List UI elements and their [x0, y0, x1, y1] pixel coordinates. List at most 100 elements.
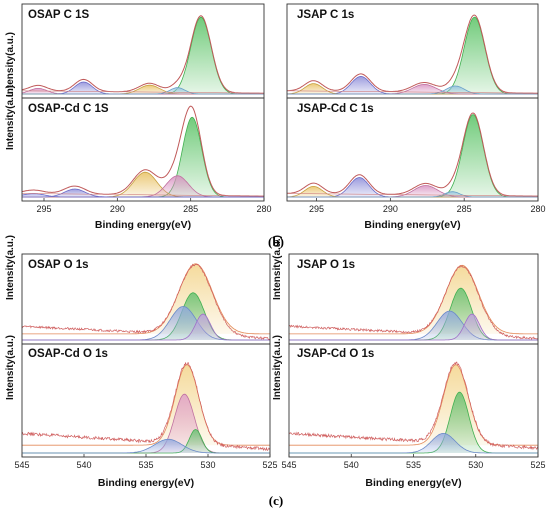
- x-tick-label: 290: [383, 204, 398, 214]
- background-line: [22, 90, 264, 94]
- plot-area: [22, 105, 264, 198]
- peak-fill-0: [22, 263, 270, 334]
- peak-line-0: [287, 114, 538, 198]
- peak-fill-1: [22, 394, 270, 453]
- peak-fill-1: [287, 177, 538, 197]
- chart-panel-2: OSAP-Cd C 1S Intensity(a.u.) 295 290 285 280 B…: [5, 85, 272, 231]
- chart-panel-3: JSAP-Cd C 1s 295 290 285 280 Binding energy(e…: [286, 97, 546, 231]
- x-tick-label: 545: [281, 460, 296, 470]
- chart-panel-7: JSAP-Cd O 1s Intensity(a.u.) 545 540 535 530 5…: [272, 335, 546, 489]
- peak-fill-1: [22, 172, 264, 197]
- envelope-line: [287, 14, 538, 94]
- peak-line-1: [289, 391, 538, 454]
- caption-c: (c): [269, 493, 283, 508]
- peak-fill-1: [287, 76, 538, 94]
- panel-title: OSAP C 1S: [28, 9, 89, 21]
- x-tick-label: 280: [256, 204, 271, 214]
- plot-area: [289, 264, 538, 341]
- x-axis-label: Binding energy(eV): [98, 477, 194, 489]
- x-tick-label: 540: [344, 460, 359, 470]
- y-axis-label: Intensity(a.u.): [5, 32, 16, 97]
- panel-frame: [21, 343, 271, 458]
- peak-fill-0: [287, 17, 538, 95]
- peak-line-0: [22, 263, 270, 335]
- caption-b: (b): [268, 234, 284, 249]
- peak-line-0: [289, 264, 538, 335]
- peak-fill-1: [22, 82, 264, 94]
- peak-fill-4: [22, 193, 264, 197]
- panel-frame: [286, 97, 539, 202]
- x-tick-label: 530: [468, 460, 483, 470]
- panel-title: JSAP C 1s: [297, 9, 354, 21]
- panel-title: JSAP O 1s: [297, 259, 355, 271]
- peak-fill-2: [287, 83, 538, 94]
- peak-fill-0: [289, 364, 538, 446]
- peak-line-2: [289, 433, 538, 454]
- chart-panel-1: JSAP C 1s: [286, 3, 539, 99]
- peak-fill-2: [287, 186, 538, 197]
- x-tick-label: 530: [200, 460, 215, 470]
- chart-panel-6: OSAP-Cd O 1s Intensity(a.u.) 545 540 535 530 5…: [5, 335, 278, 489]
- chart-panel-4: OSAP O 1s Intensity(a.u.): [5, 235, 271, 345]
- y-axis-label: Intensity(a.u.): [5, 335, 16, 400]
- panel-title: OSAP O 1s: [28, 259, 89, 271]
- envelope-line: [22, 15, 264, 94]
- panel-title: OSAP-Cd C 1S: [28, 103, 109, 115]
- peak-fill-0: [22, 117, 264, 197]
- peak-line-0: [22, 16, 264, 95]
- raw-spectrum-line: [22, 362, 270, 451]
- peak-fill-3: [22, 314, 270, 340]
- plot-area: [287, 112, 538, 198]
- peak-line-0: [22, 364, 270, 446]
- x-tick-label: 285: [183, 204, 198, 214]
- background-line: [22, 193, 264, 197]
- peak-line-2: [289, 310, 538, 341]
- x-tick-label: 290: [110, 204, 125, 214]
- peak-fill-3: [22, 439, 270, 453]
- x-tick-label: 280: [530, 204, 545, 214]
- plot-area: [22, 15, 264, 95]
- y-axis-label: Intensity(a.u.): [5, 85, 16, 150]
- peak-fill-1: [289, 392, 538, 453]
- peak-line-4: [287, 191, 538, 198]
- peak-line-0: [287, 16, 538, 95]
- x-axis-label: Binding energy(eV): [95, 219, 191, 231]
- x-tick-label: 535: [138, 460, 153, 470]
- peak-line-2: [22, 306, 270, 341]
- x-tick-label: 525: [530, 460, 545, 470]
- y-axis-label: Intensity(a.u.): [272, 335, 283, 400]
- x-tick-label: 295: [309, 204, 324, 214]
- plot-area: [22, 263, 270, 341]
- peak-line-1: [22, 393, 270, 454]
- plot-area: [22, 362, 270, 454]
- background-line: [287, 90, 538, 94]
- peak-line-3: [289, 313, 538, 341]
- envelope-line: [22, 105, 264, 197]
- raw-spectrum-line: [289, 361, 538, 451]
- x-axis-label: Binding energy(eV): [364, 219, 460, 231]
- panel-frame: [288, 343, 539, 458]
- envelope-line: [287, 112, 538, 197]
- x-tick-label: 285: [457, 204, 472, 214]
- panel-title: JSAP-Cd O 1s: [297, 348, 374, 360]
- x-tick-label: 525: [262, 460, 277, 470]
- x-tick-label: 540: [76, 460, 91, 470]
- peak-fill-0: [22, 364, 270, 446]
- raw-spectrum-line: [289, 265, 538, 341]
- panel-title: OSAP-Cd O 1s: [28, 348, 108, 360]
- peak-fill-3: [287, 84, 538, 94]
- x-axis-label: Binding energy(eV): [365, 477, 461, 489]
- x-tick-label: 545: [14, 460, 29, 470]
- peak-fill-2: [22, 85, 264, 94]
- raw-spectrum-line: [22, 263, 270, 340]
- x-tick-label: 295: [36, 204, 51, 214]
- x-tick-label: 535: [406, 460, 421, 470]
- peak-line-4: [22, 87, 264, 95]
- peak-line-3: [22, 313, 270, 341]
- peak-fill-2: [22, 306, 270, 340]
- peak-fill-2: [289, 311, 538, 340]
- peak-line-4: [287, 85, 538, 95]
- peak-line-0: [289, 364, 538, 446]
- peak-line-4: [22, 193, 264, 198]
